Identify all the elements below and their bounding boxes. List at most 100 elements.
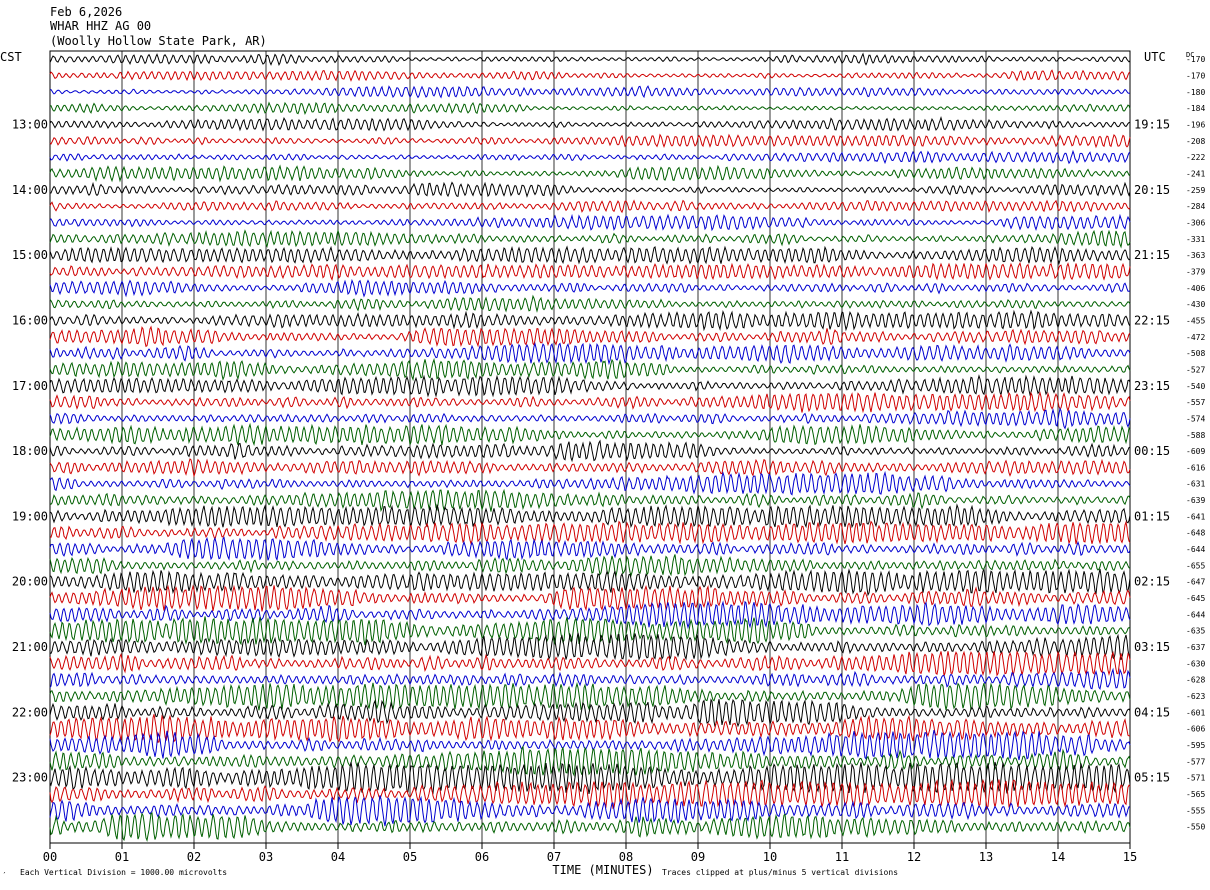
- dc-offset-label: -601: [1186, 708, 1205, 717]
- trace-row-11: [49, 229, 1131, 249]
- right-hour-label: 20:15: [1134, 183, 1170, 197]
- left-hour-label: 14:00: [12, 183, 48, 197]
- left-hour-label: 19:00: [12, 509, 48, 523]
- dc-offset-label: -472: [1186, 333, 1205, 342]
- right-hour-label: 03:15: [1134, 640, 1170, 654]
- corner-mark: ′: [2, 871, 7, 880]
- dc-offset-label: -630: [1186, 659, 1205, 668]
- dc-offset-label: -550: [1186, 823, 1205, 832]
- right-hour-label: 05:15: [1134, 771, 1170, 785]
- dc-offset-label: -565: [1186, 790, 1205, 799]
- dc-offset-label: -609: [1186, 447, 1205, 456]
- x-tick-label: 05: [403, 850, 417, 864]
- right-hour-label: 00:15: [1134, 444, 1170, 458]
- dc-offset-label: -639: [1186, 496, 1205, 505]
- left-hour-label: 22:00: [12, 705, 48, 719]
- dc-offset-label: -363: [1186, 251, 1205, 260]
- trace-row-3: [49, 101, 1131, 115]
- dc-offset-label: -631: [1186, 480, 1205, 489]
- right-hour-label: 02:15: [1134, 575, 1170, 589]
- trace-row-25: [49, 458, 1131, 478]
- x-tick-label: 10: [763, 850, 777, 864]
- x-tick-label: 11: [835, 850, 849, 864]
- trace-row-13: [49, 261, 1131, 282]
- right-hour-label: 23:15: [1134, 379, 1170, 393]
- trace-row-35: [49, 616, 1131, 646]
- left-hour-label: 13:00: [12, 117, 48, 131]
- x-tick-label: 01: [115, 850, 129, 864]
- x-tick-label: 15: [1123, 850, 1137, 864]
- left-hour-label: 23:00: [12, 771, 48, 785]
- dc-offset-label: -455: [1186, 316, 1205, 325]
- dc-offset-label: -595: [1186, 741, 1205, 750]
- trace-row-22: [49, 407, 1131, 430]
- trace-row-40: [49, 698, 1131, 728]
- trace-row-42: [49, 729, 1131, 761]
- trace-row-44: [49, 761, 1131, 795]
- dc-offset-label: -577: [1186, 757, 1205, 766]
- trace-row-10: [49, 213, 1131, 232]
- dc-offset-label: -645: [1186, 594, 1205, 603]
- scale-note: Each Vertical Division = 1000.00 microvo…: [20, 868, 227, 877]
- trace-row-16: [49, 309, 1131, 332]
- trace-row-26: [49, 470, 1131, 496]
- dc-offset-label: -644: [1186, 545, 1205, 554]
- dc-offset-label: -574: [1186, 414, 1205, 423]
- x-tick-label: 08: [619, 850, 633, 864]
- trace-row-33: [49, 584, 1131, 612]
- dc-offset-label: -184: [1186, 104, 1205, 113]
- trace-row-28: [49, 503, 1131, 529]
- dc-offset-label: -628: [1186, 676, 1205, 685]
- left-hour-labels: 13:00 14:00 15:00 16:00 17:00 18:00 19:00 20:00…: [12, 117, 48, 784]
- x-tick-label: 09: [691, 850, 705, 864]
- header-channel: WHAR HHZ AG 00: [50, 19, 151, 33]
- left-timezone-label: CST: [0, 50, 22, 64]
- dc-offset-label: -648: [1186, 529, 1205, 538]
- trace-row-46: [49, 795, 1130, 827]
- trace-row-23: [49, 422, 1131, 447]
- trace-row-41: [49, 714, 1131, 743]
- clip-note: Traces clipped at plus/minus 5 vertical …: [662, 868, 898, 877]
- x-tick-label: 07: [547, 850, 561, 864]
- dc-offset-label: -557: [1186, 398, 1205, 407]
- dc-offset-label: -655: [1186, 561, 1205, 570]
- trace-row-7: [49, 164, 1131, 183]
- left-hour-label: 21:00: [12, 640, 48, 654]
- dc-offset-label: -259: [1186, 186, 1205, 195]
- header-location: (Woolly Hollow State Park, AR): [50, 34, 267, 48]
- trace-row-1: [49, 69, 1131, 82]
- left-hour-label: 16:00: [12, 313, 48, 327]
- trace-row-32: [49, 568, 1131, 597]
- dc-offset-label: -331: [1186, 235, 1205, 244]
- trace-row-38: [49, 667, 1131, 690]
- right-hour-label: 21:15: [1134, 248, 1170, 262]
- trace-row-19: [49, 357, 1131, 382]
- dc-offset-label: -222: [1186, 153, 1205, 162]
- dc-offset-label: -571: [1186, 774, 1205, 783]
- trace-row-21: [49, 391, 1131, 414]
- header-date: Feb 6,2026: [50, 5, 122, 19]
- x-tick-label: 03: [259, 850, 273, 864]
- dc-offset-label: -555: [1186, 806, 1205, 815]
- dc-offset-label: -606: [1186, 725, 1205, 734]
- x-tick-label: 02: [187, 850, 201, 864]
- dc-offset-label: -508: [1186, 349, 1205, 358]
- trace-row-0: [49, 52, 1131, 66]
- dc-offset-label: -641: [1186, 512, 1205, 521]
- trace-row-27: [49, 488, 1131, 513]
- right-hour-label: 04:15: [1134, 705, 1170, 719]
- right-hour-label: 19:15: [1134, 117, 1170, 131]
- trace-row-37: [49, 650, 1131, 677]
- x-tick-label: 12: [907, 850, 921, 864]
- trace-row-9: [49, 199, 1131, 214]
- trace-row-18: [49, 341, 1131, 366]
- trace-row-43: [49, 745, 1131, 777]
- dc-offset-label: -616: [1186, 463, 1205, 472]
- trace-row-15: [49, 294, 1131, 313]
- dc-offset-label: -647: [1186, 578, 1205, 587]
- dc-offset-label: -644: [1186, 610, 1205, 619]
- trace-row-8: [50, 181, 1131, 198]
- right-hour-label: 01:15: [1134, 509, 1170, 523]
- dc-offset-label: -241: [1186, 169, 1205, 178]
